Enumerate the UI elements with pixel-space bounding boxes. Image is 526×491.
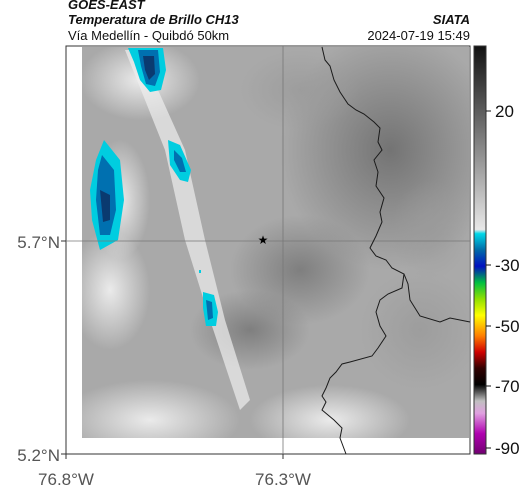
source-label: SIATA: [432, 12, 470, 27]
axis-ticks: [61, 240, 284, 459]
y-tick-label: 5.7°N: [17, 233, 60, 252]
colorbar-ticks: [486, 110, 491, 449]
location-label: Vía Medellín - Quibdó 50km: [68, 28, 230, 43]
satellite-title: GOES-EAST: [68, 0, 145, 12]
country-border: [321, 46, 405, 455]
colorbar: [473, 45, 487, 455]
x-tick-label: 76.3°W: [255, 470, 311, 489]
colorbar-tick-label: -50: [495, 317, 520, 336]
satellite-image: [82, 47, 469, 438]
product-title: Temperatura de Brillo CH13: [68, 12, 239, 27]
timestamp-label: 2024-07-19 15:49: [367, 28, 470, 43]
colorbar-tick-label: -70: [495, 377, 520, 396]
colorbar-tick-label: -30: [495, 256, 520, 275]
region-border: [403, 273, 471, 323]
colorbar-tick-label: 20: [495, 102, 514, 121]
x-tick-label: 76.8°W: [38, 470, 94, 489]
y-tick-label: 5.2°N: [17, 446, 60, 465]
location-star-icon: ★: [258, 233, 269, 247]
colorbar-tick-label: -90: [495, 439, 520, 458]
cold-cloud-cells: [90, 48, 218, 326]
